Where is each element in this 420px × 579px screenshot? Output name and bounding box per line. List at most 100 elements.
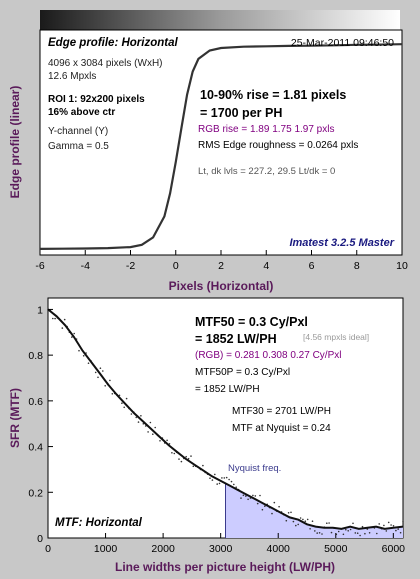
roi-size: ROI 1: 92x200 pixels [48, 94, 145, 105]
mtf-chart-title: MTF: Horizontal [55, 517, 143, 529]
mtf-sample-point [130, 413, 133, 415]
mtf-sample-point [385, 530, 388, 532]
mtf50-value: MTF50 = 0.3 Cy/Pxl [195, 315, 308, 329]
mtf-sample-point [211, 479, 214, 481]
mtf-sample-point [304, 520, 307, 522]
mtf-sample-point [235, 486, 237, 489]
mtf-sample-point [383, 524, 385, 527]
mtf-sample-point [247, 498, 249, 501]
edge-x-tick-label: 4 [263, 260, 269, 272]
mtf-sample-point [187, 457, 190, 460]
mtf-sample-point [376, 532, 378, 535]
mtf-chart: 0 1000 2000 3000 4000 5000 600000.20.40.60.81 … [8, 297, 406, 574]
mtf-sample-point [387, 521, 390, 524]
mtf-sample-point [168, 443, 171, 445]
mtf-sample-point [202, 464, 204, 467]
mtf-sample-point [390, 524, 392, 526]
mtf-sample-point [242, 494, 245, 497]
mtf-sample-point [180, 460, 183, 463]
mtf-y-tick-label: 0.4 [28, 442, 43, 454]
mtf-sample-point [292, 520, 295, 523]
rise-per-ph: = 1700 per PH [200, 106, 282, 120]
mtf-sample-point [245, 495, 247, 497]
nyquist-label: Nyquist freq. [228, 463, 281, 474]
mtf-sample-point [147, 431, 149, 433]
mtf-sample-point [152, 433, 154, 436]
mtf-sample-point [318, 532, 321, 534]
mtf-sample-point [392, 525, 395, 527]
mtf-x-tick-label: 1000 [94, 543, 118, 555]
mtf-sample-point [342, 533, 345, 536]
mtf-sample-point [82, 355, 85, 357]
mtf-sample-point [94, 371, 97, 374]
mtf-sample-point [330, 531, 333, 534]
mtf-x-tick-label: 0 [45, 543, 51, 555]
mtf-sample-point [395, 529, 397, 532]
mtf-sample-point [399, 531, 402, 534]
mtf-sample-point [328, 522, 330, 524]
mtf-x-tick-label: 3000 [209, 543, 233, 555]
mtf-sample-point [71, 336, 73, 338]
mtf-sample-point [223, 477, 226, 479]
mtf-sample-point [171, 452, 173, 454]
mtf-sample-point [311, 520, 314, 522]
edge-plot-area [39, 29, 403, 256]
mtf50p-lwph: = 1852 LW/PH [195, 384, 260, 395]
mtf-x-tick-label: 4000 [267, 543, 291, 555]
mtf-sample-point [159, 440, 161, 442]
mtf-sample-point [140, 415, 142, 417]
ideal-mpxls-note: [4.56 mpxls ideal] [303, 332, 369, 342]
mtf-sample-point [87, 362, 90, 365]
mtf-x-tick-label: 2000 [151, 543, 175, 555]
mtf-sample-point [259, 494, 261, 497]
mtf-sample-point [214, 473, 216, 476]
channel-info: Y-channel (Y) [48, 126, 108, 137]
mtf-sample-point [154, 426, 156, 429]
mtf-sample-point [352, 522, 354, 525]
edge-x-tick-label: -2 [126, 260, 135, 272]
edge-profile-curve [39, 43, 403, 250]
mtf-sample-point [361, 525, 364, 528]
mtf-sample-point [190, 455, 192, 457]
edge-timestamp: 25-Mar-2011 09:46:50 [291, 37, 394, 49]
mtf-sample-point [102, 370, 104, 372]
mtf-sample-point [54, 317, 56, 320]
mtf-at-nyquist: MTF at Nyquist = 0.24 [232, 423, 331, 434]
mtf-sample-point [337, 530, 340, 533]
mtf-sample-point [125, 397, 128, 400]
mtf-sample-point [309, 528, 311, 530]
edge-chart-title: Edge profile: Horizontal [48, 37, 179, 49]
edge-roughness: RMS Edge roughness = 0.0264 pxls [198, 140, 358, 151]
mtf-sample-point [118, 394, 121, 397]
mtf-sample-point [218, 482, 221, 485]
edge-x-axis-label: Pixels (Horizontal) [169, 279, 274, 293]
mtf-sample-point [314, 530, 316, 532]
mtf-sample-point [321, 533, 323, 535]
mtf-sample-point [178, 458, 180, 460]
gamma-info: Gamma = 0.5 [48, 141, 109, 152]
mtf-sample-point [52, 317, 54, 320]
edge-y-axis-label: Edge profile (linear) [8, 86, 22, 199]
mtf30-value: MTF30 = 2701 LW/PH [232, 406, 331, 417]
mtf-x-tick-label: 6000 [382, 543, 406, 555]
mtf-sample-point [123, 406, 125, 409]
mtf-sample-point [356, 532, 359, 534]
edge-x-tick-label: 0 [173, 260, 179, 272]
mtf-x-tick-label: 5000 [324, 543, 348, 555]
edge-x-tick-label: 6 [309, 260, 315, 272]
mtf-y-tick-label: 0 [37, 533, 43, 545]
mtf-sample-point [109, 379, 111, 382]
edge-x-tick-label: -6 [35, 260, 44, 272]
mtf-sample-point [295, 524, 297, 527]
mtf-sample-point [397, 528, 400, 530]
mtf-sample-point [63, 318, 66, 321]
mtf-sample-point [104, 385, 106, 387]
mtf-sample-point [254, 495, 257, 497]
mtf-sample-point [345, 528, 347, 531]
mtf-sample-point [316, 532, 319, 534]
mtf-sample-point [216, 483, 218, 485]
mtf-sample-point [299, 517, 302, 519]
mtf-x-axis-label: Line widths per picture height (LW/PH) [115, 560, 335, 574]
mtf-y-axis-label: SFR (MTF) [8, 388, 22, 448]
mtf-sample-point [256, 502, 259, 505]
